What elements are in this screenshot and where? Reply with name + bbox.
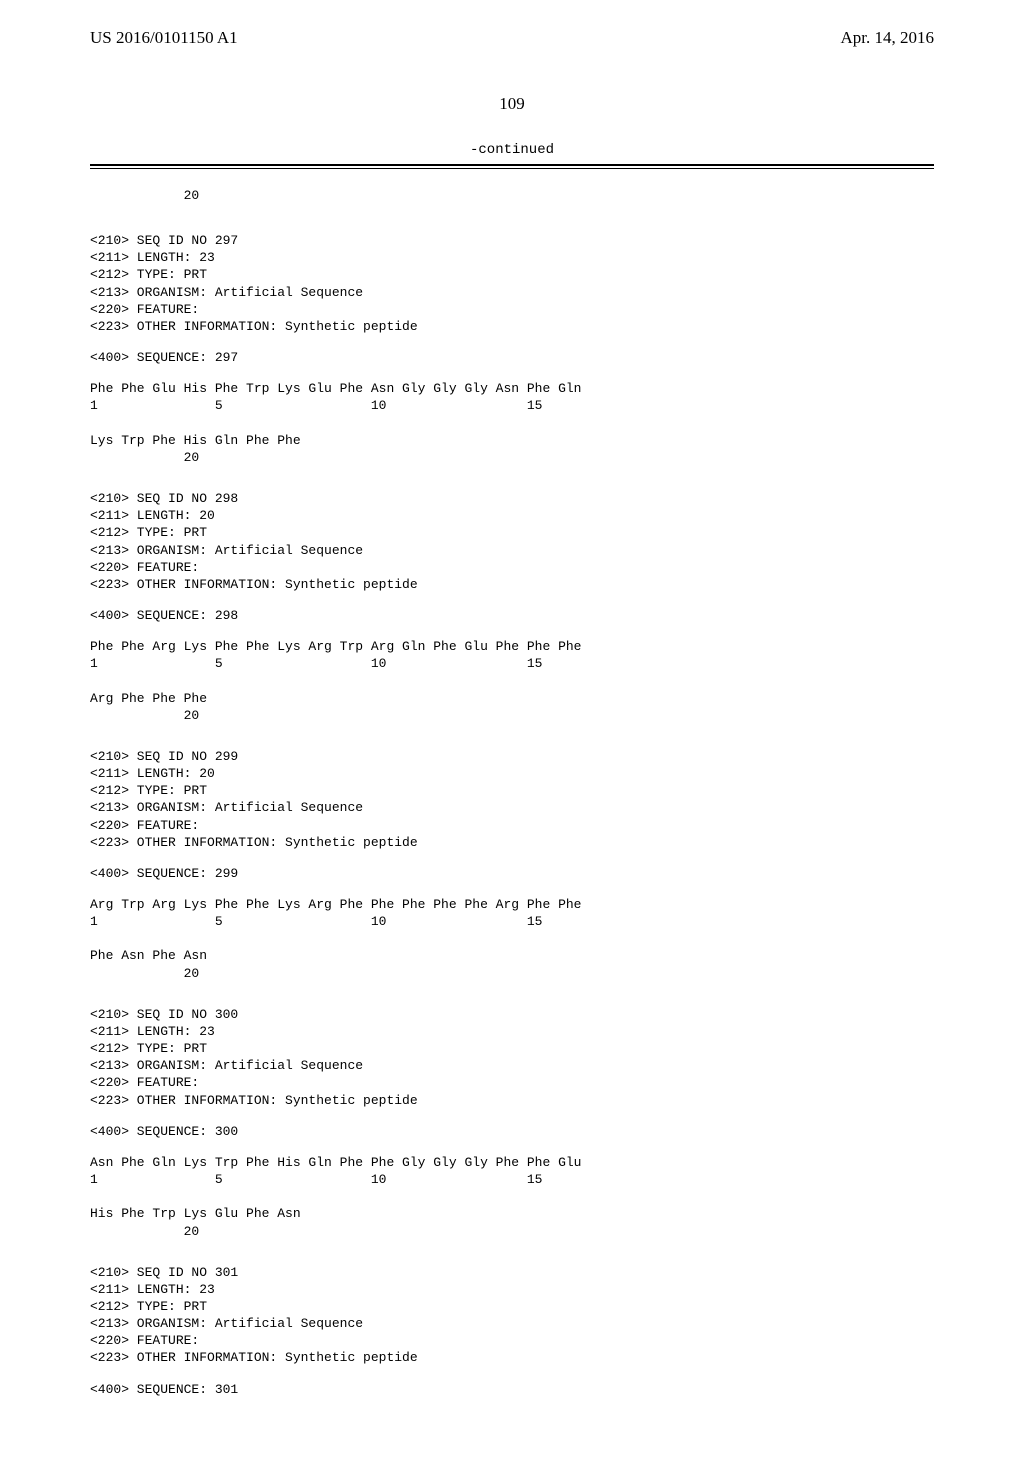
sequence-header: <400> SEQUENCE: 301 (90, 1381, 934, 1398)
sequence-record: <210> SEQ ID NO 299 <211> LENGTH: 20 <21… (90, 748, 934, 982)
sequence-record: <210> SEQ ID NO 300 <211> LENGTH: 23 <21… (90, 1006, 934, 1240)
tail-line: 20 (90, 187, 934, 204)
sequence-header: <400> SEQUENCE: 300 (90, 1123, 934, 1140)
sequence-body: Phe Phe Arg Lys Phe Phe Lys Arg Trp Arg … (90, 638, 934, 724)
sequence-record: <210> SEQ ID NO 301 <211> LENGTH: 23 <21… (90, 1264, 934, 1398)
sequence-header: <400> SEQUENCE: 299 (90, 865, 934, 882)
sequence-records: <210> SEQ ID NO 297 <211> LENGTH: 23 <21… (90, 232, 934, 1398)
page: US 2016/0101150 A1 Apr. 14, 2016 109 -co… (0, 0, 1024, 1462)
pub-number: US 2016/0101150 A1 (90, 28, 238, 48)
sequence-header: <400> SEQUENCE: 297 (90, 349, 934, 366)
rule-thin (90, 168, 934, 169)
record-meta: <210> SEQ ID NO 301 <211> LENGTH: 23 <21… (90, 1264, 934, 1367)
continued-label: -continued (90, 142, 934, 158)
rule-thick (90, 164, 934, 166)
sequence-header: <400> SEQUENCE: 298 (90, 607, 934, 624)
sequence-body: Phe Phe Glu His Phe Trp Lys Glu Phe Asn … (90, 380, 934, 466)
record-meta: <210> SEQ ID NO 297 <211> LENGTH: 23 <21… (90, 232, 934, 335)
record-meta: <210> SEQ ID NO 299 <211> LENGTH: 20 <21… (90, 748, 934, 851)
pub-date: Apr. 14, 2016 (841, 28, 935, 48)
record-meta: <210> SEQ ID NO 298 <211> LENGTH: 20 <21… (90, 490, 934, 593)
page-header: US 2016/0101150 A1 Apr. 14, 2016 (90, 28, 934, 48)
sequence-body: Asn Phe Gln Lys Trp Phe His Gln Phe Phe … (90, 1154, 934, 1240)
record-meta: <210> SEQ ID NO 300 <211> LENGTH: 23 <21… (90, 1006, 934, 1109)
sequence-body: Arg Trp Arg Lys Phe Phe Lys Arg Phe Phe … (90, 896, 934, 982)
page-number: 109 (90, 94, 934, 114)
sequence-record: <210> SEQ ID NO 298 <211> LENGTH: 20 <21… (90, 490, 934, 724)
sequence-record: <210> SEQ ID NO 297 <211> LENGTH: 23 <21… (90, 232, 934, 466)
